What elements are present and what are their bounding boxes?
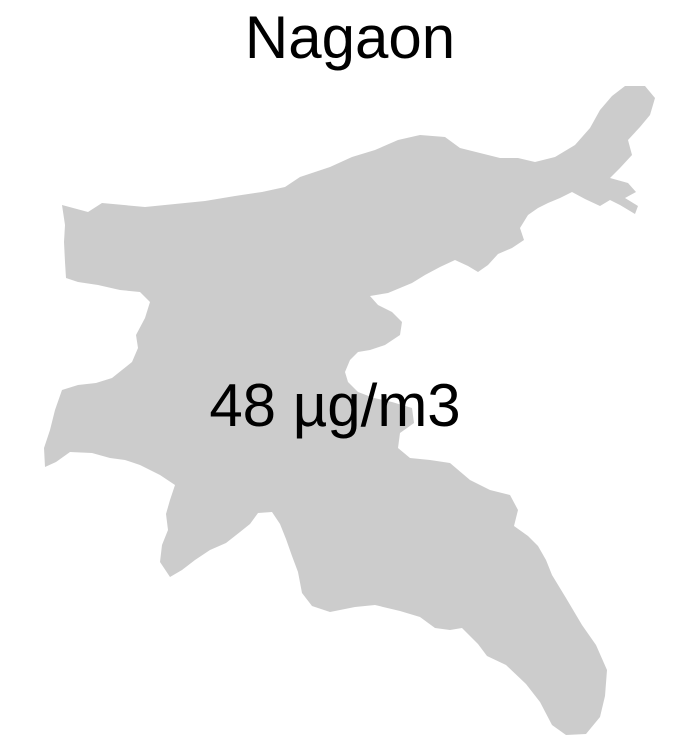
nagaon-district-shape [44,86,655,735]
map-title: Nagaon [244,4,456,71]
value-label: 48 µg/m3 [209,372,461,439]
